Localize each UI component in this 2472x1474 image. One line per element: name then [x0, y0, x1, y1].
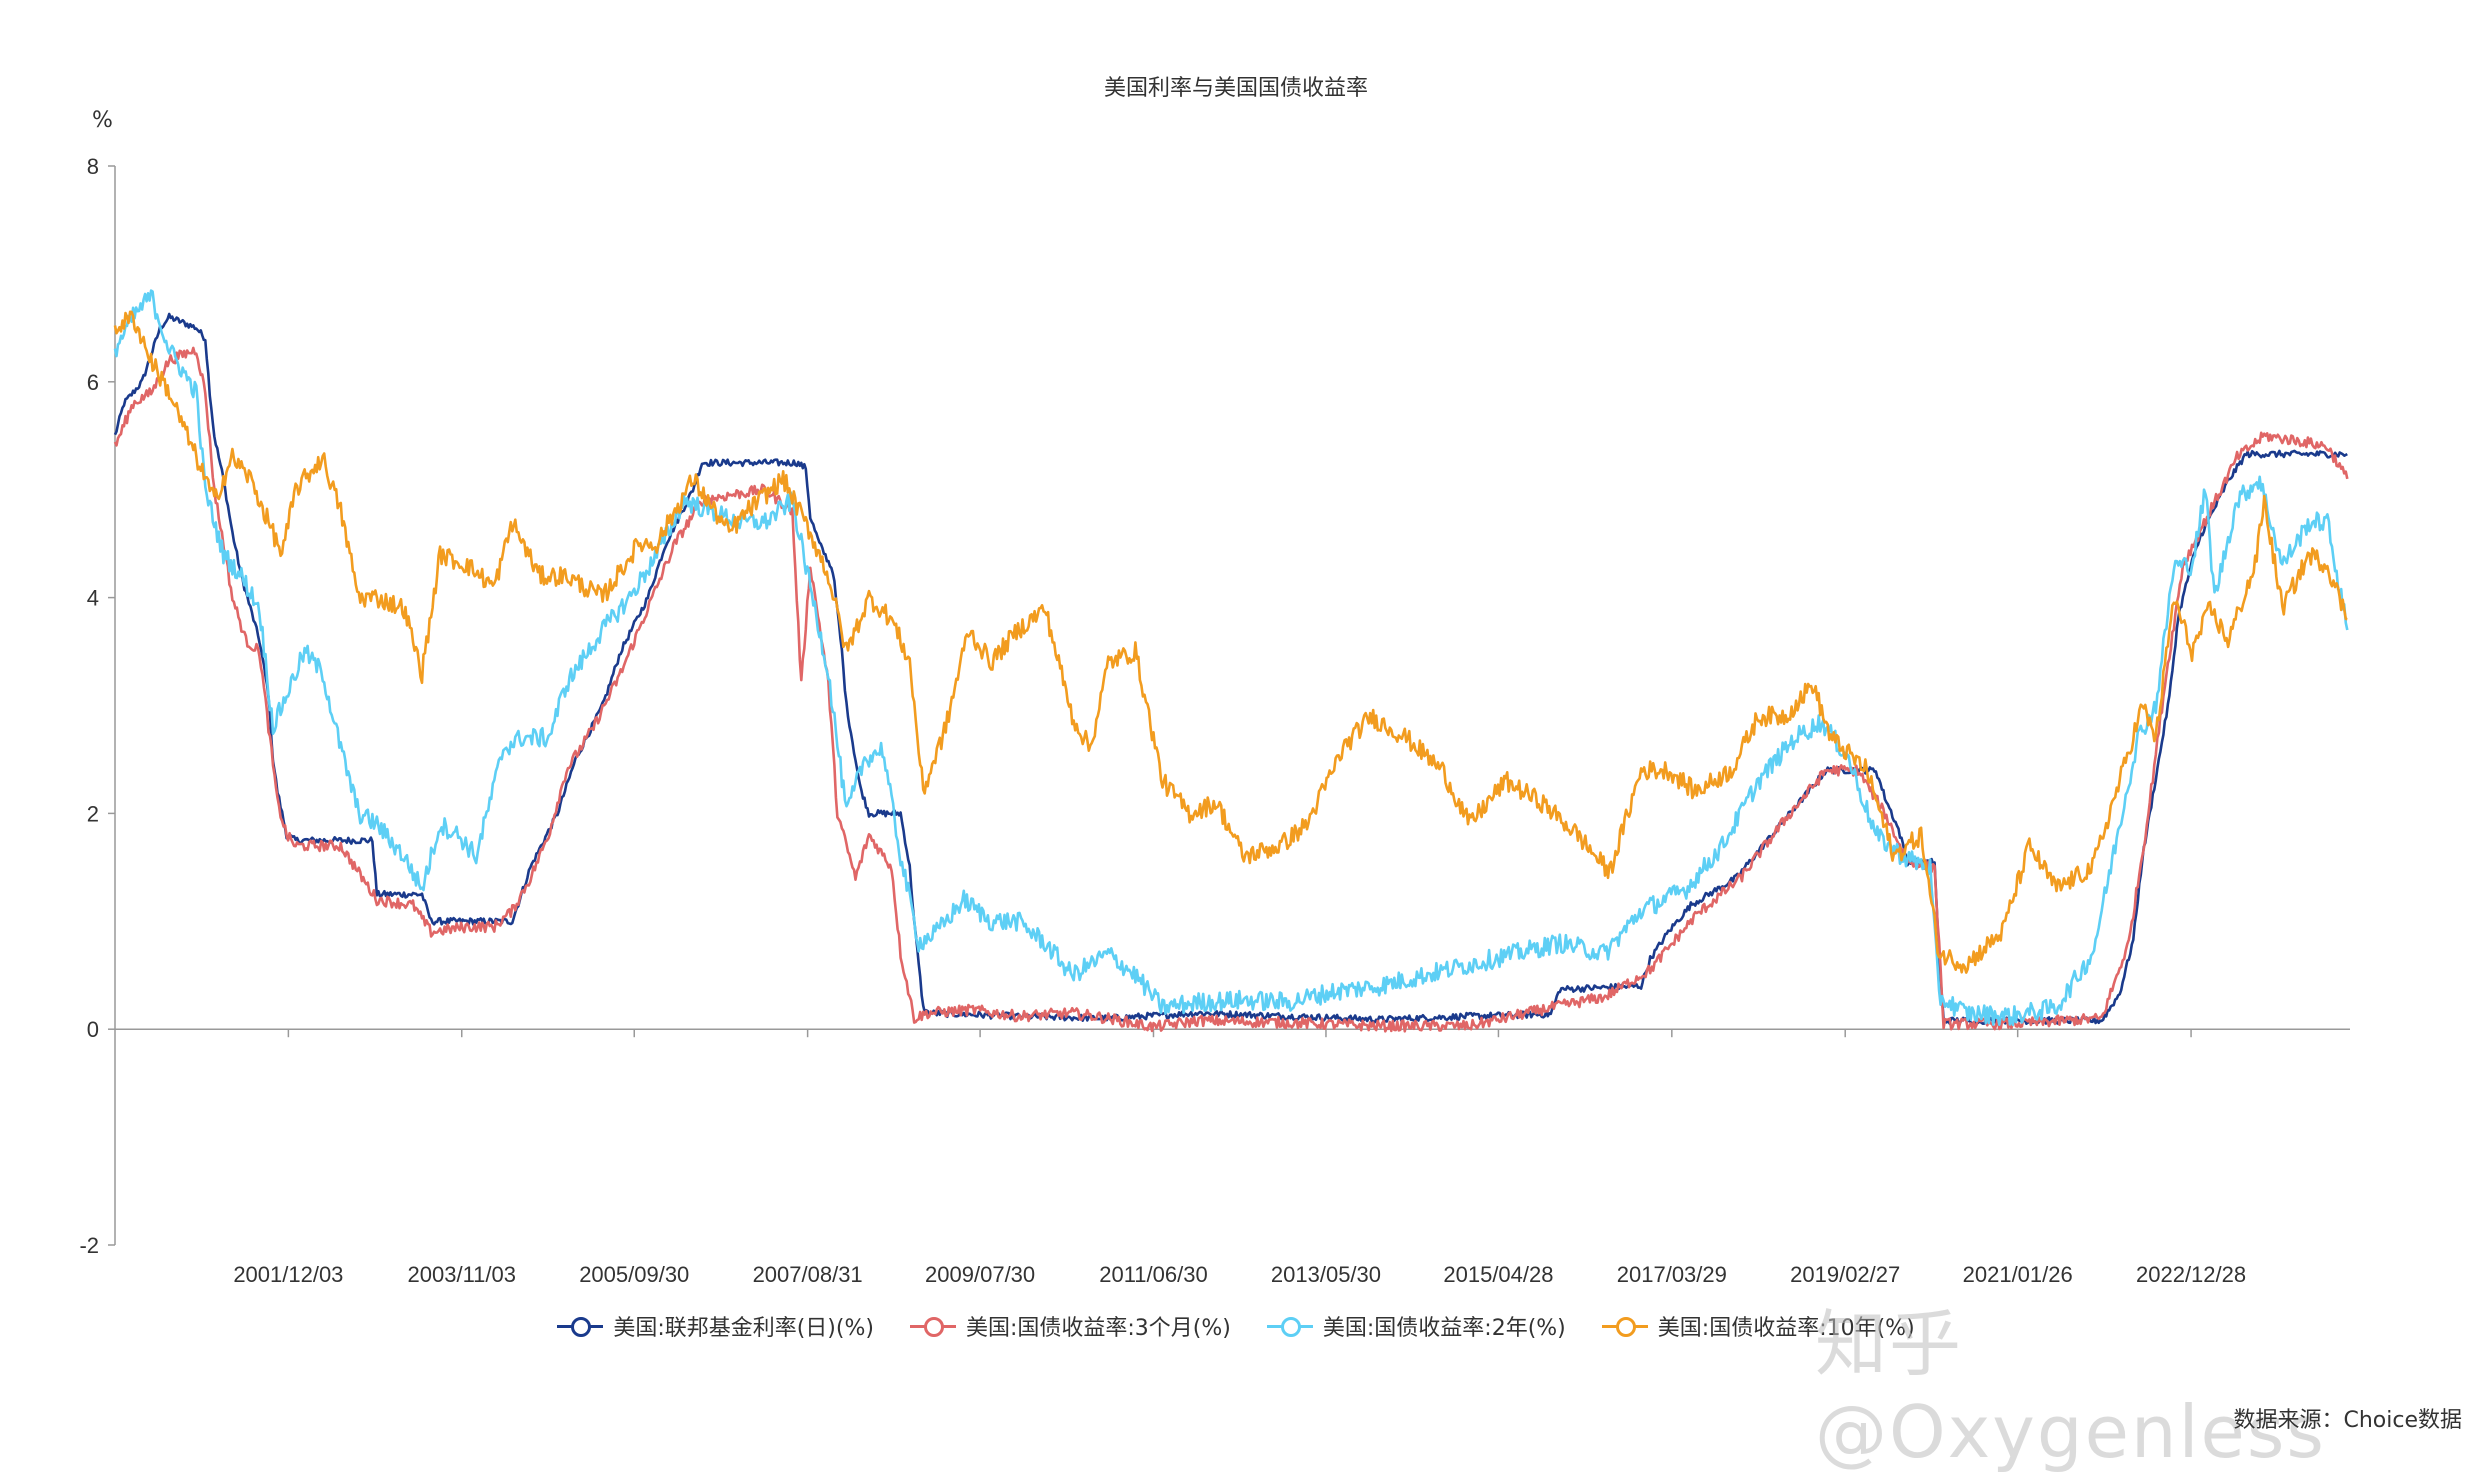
x-tick-label: 2003/11/03	[408, 1262, 516, 1287]
x-tick-label: 2021/01/26	[1963, 1262, 2073, 1287]
x-tick-label: 2017/03/29	[1617, 1262, 1727, 1287]
watermark: 知乎 @Oxygenless	[1815, 1302, 2326, 1474]
x-tick-label: 2022/12/28	[2136, 1262, 2246, 1287]
x-tick-label: 2013/05/30	[1271, 1262, 1381, 1287]
series-line-1	[113, 312, 2348, 1025]
y-axis-unit: %	[92, 108, 113, 133]
x-tick-label: 2011/06/30	[1099, 1262, 1207, 1287]
legend-label: 美国:国债收益率:2年(%)	[1322, 1316, 1566, 1341]
y-tick-label: -2	[79, 1233, 99, 1258]
x-tick-label: 2009/07/30	[925, 1262, 1035, 1287]
legend-swatch	[1266, 1315, 1313, 1337]
series-line-2	[113, 346, 2349, 1033]
y-tick-label: 0	[87, 1017, 99, 1042]
x-tick-label: 2019/02/27	[1790, 1262, 1900, 1287]
series-line-4	[113, 310, 2348, 974]
data-source: 数据来源：Choice数据	[2233, 1408, 2462, 1433]
x-tick-label: 2007/08/31	[753, 1262, 863, 1287]
y-tick-label: 8	[87, 154, 99, 179]
legend-item-2[interactable]: 美国:国债收益率:3个月(%)	[909, 1310, 1231, 1342]
legend-swatch	[909, 1315, 956, 1337]
y-tick-label: 2	[87, 801, 99, 826]
legend-label: 美国:联邦基金利率(日)(%)	[613, 1316, 874, 1341]
series-group	[113, 289, 2349, 1033]
legend-label: 美国:国债收益率:10年(%)	[1657, 1316, 1915, 1341]
axes: -2 0 2 4 6 8 2001/12/03 2003/11/03 2005/09/30 200…	[79, 154, 2350, 1287]
legend: 美国:联邦基金利率(日)(%) 美国:国债收益率:3个月(%) 美国:国债收益率:2…	[0, 1310, 2472, 1342]
legend-swatch	[557, 1315, 604, 1337]
legend-item-4[interactable]: 美国:国债收益率:10年(%)	[1601, 1310, 1915, 1342]
legend-item-3[interactable]: 美国:国债收益率:2年(%)	[1266, 1310, 1566, 1342]
legend-item-1[interactable]: 美国:联邦基金利率(日)(%)	[557, 1310, 874, 1342]
x-tick-label: 2001/12/03	[233, 1262, 343, 1287]
y-tick-label: 6	[87, 370, 99, 395]
chart-title: 美国利率与美国国债收益率	[1103, 76, 1368, 101]
x-tick-label: 2005/09/30	[579, 1262, 689, 1287]
series-line-3	[113, 289, 2349, 1027]
x-tick-label: 2015/04/28	[1443, 1262, 1553, 1287]
y-tick-label: 4	[87, 586, 99, 611]
legend-label: 美国:国债收益率:3个月(%)	[965, 1316, 1231, 1341]
legend-swatch	[1601, 1315, 1648, 1337]
